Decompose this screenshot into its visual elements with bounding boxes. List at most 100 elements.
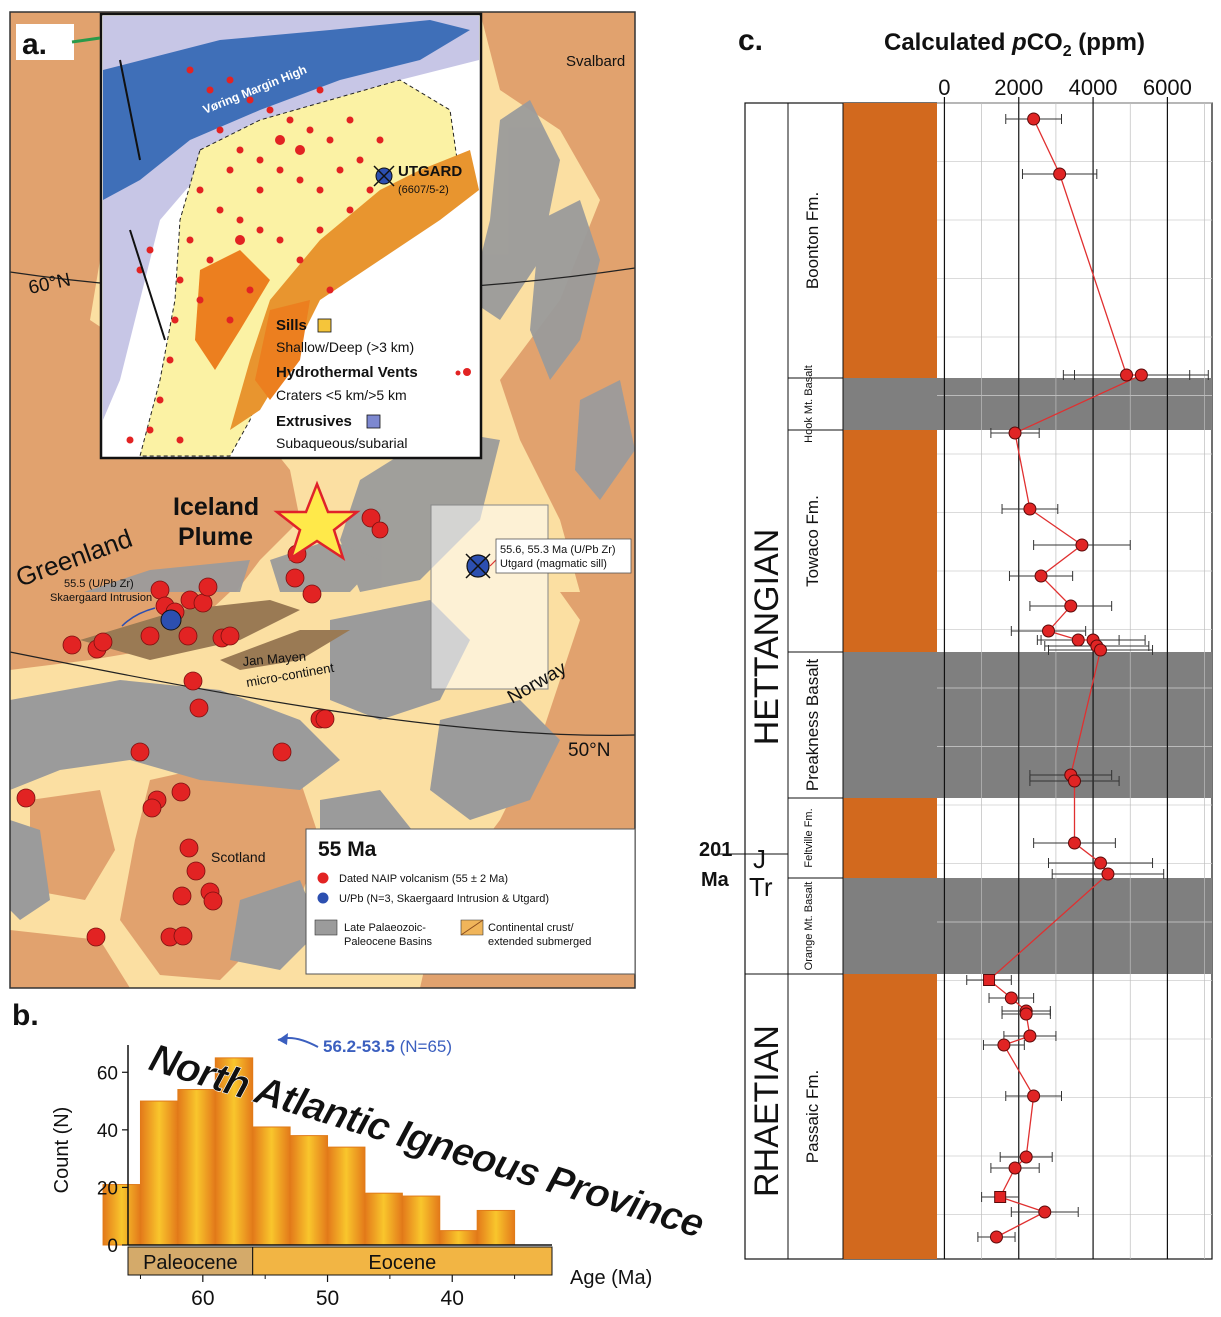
legend-basins-1: Late Palaeozoic-: [344, 922, 426, 934]
label-utgard-2: Utgard (magmatic sill): [500, 558, 607, 570]
histogram-y-tick-label: 20: [97, 1178, 118, 1199]
formation-label: Feltville Fm.: [803, 808, 815, 867]
pco2-point: [1027, 112, 1041, 126]
pco2-point: [1004, 991, 1018, 1005]
histogram-panel: b. 0 20 40 60 Paleocene Eocene 60 50 40 Count (N…: [12, 999, 709, 1310]
pco2-grid: 0 2000 4000 6000: [937, 75, 1212, 1259]
histogram-bar: [102, 1184, 141, 1246]
pco2-point: [1008, 1161, 1022, 1175]
period-tr: Tr: [749, 872, 773, 902]
pco2-x-tick-label: 4000: [1069, 75, 1118, 100]
legend-upb: U/Pb (N=3, Skaergaard Intrusion & Utgard…: [339, 893, 549, 905]
label-svalbard: Svalbard: [566, 53, 625, 70]
pco2-point: [1027, 1089, 1041, 1103]
pco2-panel: c. Calculated pCO2 (ppm) 0 2000 4000 6000 B…: [699, 24, 1213, 1260]
histogram-bar: [177, 1089, 216, 1246]
histogram-annotation: 56.2-53.5 (N=65): [323, 1037, 452, 1056]
pco2-x-tick-label: 0: [938, 75, 950, 100]
pco2-point: [983, 974, 996, 986]
pco2-point: [1041, 624, 1055, 638]
pco2-point: [1075, 538, 1089, 552]
epoch-label: Eocene: [368, 1252, 436, 1274]
label-utgard-1: 55.6, 55.3 Ma (U/Pb Zr): [500, 544, 616, 556]
pco2-point: [997, 1038, 1011, 1052]
period-j: J: [753, 844, 766, 874]
legend-crust-1: Continental crust/: [488, 922, 575, 934]
formation-label: Boonton Fm.: [803, 192, 822, 289]
label-iceland-plume-2: Plume: [178, 523, 253, 551]
histogram-ylabel: Count (N): [51, 1107, 73, 1194]
histogram-bar: [401, 1195, 441, 1246]
pco2-point: [1053, 167, 1067, 181]
stage-rhaetian: RHAETIAN: [748, 1025, 786, 1197]
pco2-point: [989, 1230, 1003, 1244]
strat-labels: Boonton Fm. Hook Mt. Basalt Towaco Fm. Prea…: [803, 192, 822, 1163]
histogram-y-tick-label: 0: [107, 1236, 118, 1257]
formation-label: Orange Mt. Basalt: [803, 882, 815, 971]
pco2-point: [994, 1191, 1007, 1203]
histogram-bar: [439, 1230, 478, 1246]
inset-extrusives-title: Extrusives: [276, 413, 352, 430]
histogram-bar: [139, 1100, 179, 1246]
label-skaergaard-1: 55.5 (U/Pb Zr): [64, 578, 134, 590]
pco2-title: Calculated pCO2 (ppm): [884, 29, 1145, 60]
inset-utgard-well: (6607/5-2): [398, 184, 449, 196]
boundary-unit: Ma: [701, 869, 730, 891]
lithology-column: [843, 430, 937, 652]
inset-utgard-title: UTGARD: [398, 163, 462, 180]
histogram-bar: [476, 1209, 516, 1246]
histogram-bar: [364, 1192, 403, 1246]
utgard-highlight-box: [430, 504, 549, 690]
histogram-x-tick-label: 50: [316, 1287, 339, 1310]
map-inset: Vøring Margin High UTGARD (6607/5-2) Sil…: [99, 12, 483, 460]
pco2-point: [1038, 1205, 1052, 1219]
pco2-point: [1008, 426, 1022, 440]
legend-title: 55 Ma: [318, 838, 377, 861]
panel-b-label: b.: [12, 999, 39, 1032]
legend-dated: Dated NAIP volcanism (55 ± 2 Ma): [339, 873, 508, 885]
volcanism-dots: [16, 508, 389, 947]
pco2-point: [1094, 643, 1108, 657]
pco2-point: [1019, 1007, 1033, 1021]
formation-label: Hook Mt. Basalt: [803, 365, 815, 443]
legend-basins-2: Paleocene Basins: [344, 936, 433, 948]
histogram-x-tick-label: 40: [441, 1287, 464, 1310]
pco2-point: [1023, 1029, 1037, 1043]
histogram-xlabel: Age (Ma): [570, 1267, 652, 1289]
label-jan-mayen-1: Jan Mayen: [242, 649, 307, 669]
histogram-x-tick-label: 60: [191, 1287, 214, 1310]
inset-extrusives-desc: Subaqueous/subarial: [276, 435, 408, 451]
pco2-point: [1134, 368, 1148, 382]
formation-label: Preakness Basalt: [803, 659, 822, 792]
epoch-band: [252, 1246, 553, 1276]
lithology-column: [843, 798, 937, 878]
map-legend: 55 Ma Dated NAIP volcanism (55 ± 2 Ma) U…: [305, 828, 636, 975]
pco2-point: [1120, 368, 1134, 382]
histogram-bar: [252, 1126, 291, 1246]
stage-hettangian: HETTANGIAN: [748, 529, 786, 746]
pco2-point: [1068, 774, 1081, 788]
pco2-point: [1068, 836, 1081, 850]
pco2-point: [1019, 1150, 1033, 1164]
inset-vents-title: Hydrothermal Vents: [276, 364, 418, 381]
panel-a-label: a.: [22, 28, 47, 61]
label-lat-50: 50°N: [568, 740, 610, 761]
panel-c-label: c.: [738, 24, 763, 57]
label-iceland-plume-1: Iceland: [173, 493, 259, 521]
lithology-column: [843, 378, 937, 430]
pco2-x-tick-label: 6000: [1143, 75, 1192, 100]
basalt-band: [937, 378, 1212, 430]
upb-dots: [121, 553, 501, 631]
histogram-bar: [289, 1135, 329, 1246]
label-skaergaard-2: Skaergaard Intrusion: [50, 592, 152, 604]
strat-columns: [716, 102, 1213, 1260]
boundary-age: 201: [699, 839, 732, 861]
lithology-column: [843, 974, 937, 1259]
pco2-point: [1023, 502, 1037, 516]
utgard-label-box: [495, 538, 632, 574]
inset-sills-title: Sills: [276, 317, 307, 334]
histogram-y-tick-label: 40: [97, 1121, 118, 1142]
label-scotland: Scotland: [211, 849, 265, 865]
pco2-data: [966, 112, 1209, 1244]
